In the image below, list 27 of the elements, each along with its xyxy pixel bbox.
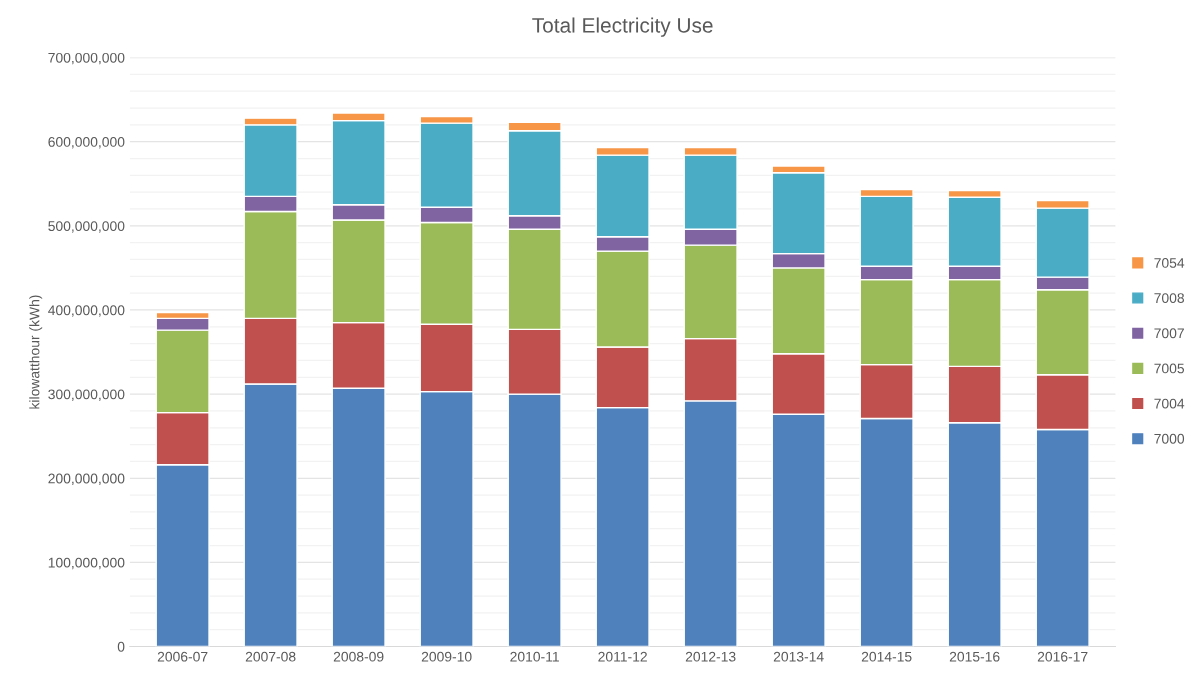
x-tick-label: 2016-17 — [1037, 651, 1088, 662]
x-tick-label: 2006-07 — [157, 651, 208, 662]
legend-label: 7005 — [1154, 363, 1185, 374]
x-tick-label: 2014-15 — [861, 651, 912, 662]
y-axis-title: kilowatthour (kWh) — [29, 295, 43, 409]
x-tick-label: 2009-10 — [421, 651, 472, 662]
legend-label: 7004 — [1154, 398, 1185, 409]
x-tick-label: 2013-14 — [773, 651, 824, 662]
x-tick-label: 2015-16 — [949, 651, 1000, 662]
x-tick-label: 2008-09 — [333, 651, 384, 662]
x-tick-label: 2007-08 — [245, 651, 296, 662]
y-tick-label: 200,000,000 — [48, 473, 125, 486]
legend-label: 7008 — [1154, 293, 1185, 304]
x-tick-label: 2012-13 — [685, 651, 736, 662]
y-tick-label: 300,000,000 — [48, 389, 125, 401]
y-tick-label: 0 — [117, 641, 125, 652]
chart-title: Total Electricity Use — [532, 17, 713, 37]
y-tick-label: 500,000,000 — [48, 221, 125, 233]
y-tick-label: 600,000,000 — [48, 137, 125, 149]
x-tick-label: 2011-12 — [598, 651, 647, 662]
legend-label: 7054 — [1154, 258, 1185, 268]
y-tick-label: 100,000,000 — [48, 557, 125, 570]
y-tick-label: 400,000,000 — [48, 305, 125, 317]
x-tick-label: 2010-11 — [510, 651, 559, 662]
legend-label: 7007 — [1154, 328, 1184, 339]
y-tick-label: 700,000,000 — [48, 52, 125, 65]
legend-label: 7000 — [1154, 433, 1185, 444]
